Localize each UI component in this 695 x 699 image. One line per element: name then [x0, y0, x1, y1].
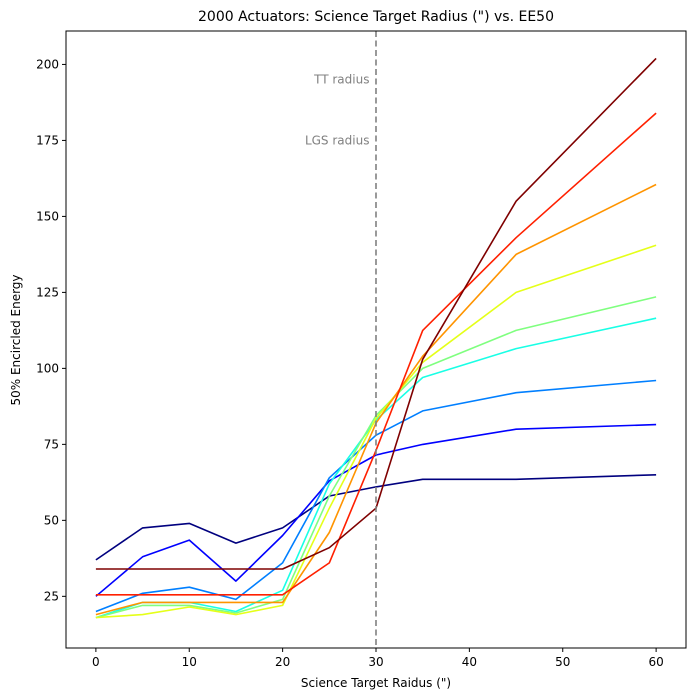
- y-tick-label: 175: [36, 133, 59, 147]
- series-line-7: [95, 183, 657, 616]
- x-axis: 0 10 20 30 40 50 60: [92, 648, 664, 669]
- x-tick-label: 60: [648, 655, 663, 669]
- series-layer: [95, 57, 657, 619]
- x-tick-label: 0: [92, 655, 100, 669]
- series-line-2: [95, 423, 657, 597]
- annotation-layer: TT radius LGS radius: [305, 73, 370, 148]
- x-tick-label: 30: [368, 655, 383, 669]
- y-tick-label: 75: [44, 437, 59, 451]
- y-tick-label: 150: [36, 209, 59, 223]
- series-line-3: [95, 379, 657, 613]
- y-axis: 25 50 75 100 125 150 175 200: [36, 57, 66, 603]
- x-tick-label: 50: [555, 655, 570, 669]
- x-tick-label: 20: [275, 655, 290, 669]
- y-tick-label: 100: [36, 361, 59, 375]
- y-tick-label: 200: [36, 57, 59, 71]
- annotation-2: LGS radius: [305, 133, 370, 147]
- y-tick-label: 125: [36, 285, 59, 299]
- x-axis-label: Science Target Raidus ("): [301, 676, 451, 690]
- series-line-1: [95, 474, 657, 561]
- series-line-9: [95, 57, 657, 570]
- y-tick-label: 25: [44, 589, 59, 603]
- series-line-5: [95, 296, 657, 619]
- chart-title: 2000 Actuators: Science Target Radius ("…: [198, 9, 554, 25]
- x-tick-label: 40: [462, 655, 477, 669]
- y-tick-label: 50: [44, 513, 59, 527]
- series-line-8: [95, 112, 657, 596]
- series-line-6: [95, 244, 657, 619]
- x-tick-label: 10: [182, 655, 197, 669]
- annotation-1: TT radius: [313, 73, 369, 87]
- y-axis-label: 50% Encircled Energy: [9, 274, 23, 405]
